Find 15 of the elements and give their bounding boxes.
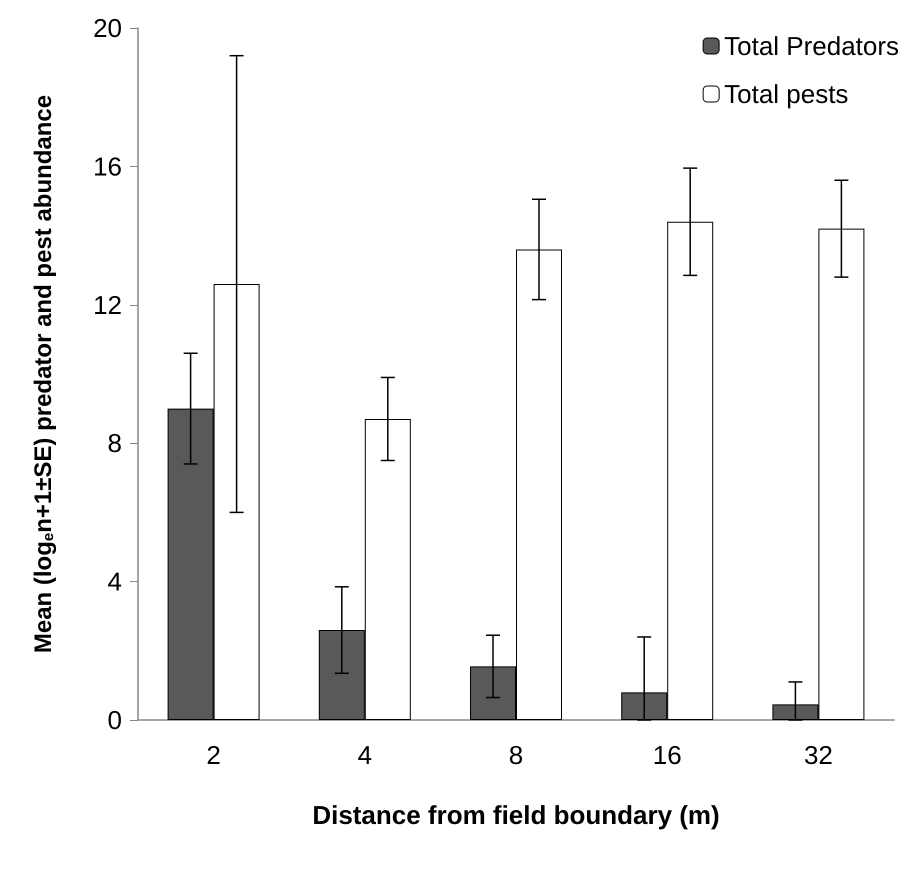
legend-label: Total pests	[724, 79, 848, 109]
x-tick-label: 4	[358, 740, 372, 770]
y-tick-label: 16	[93, 151, 122, 182]
x-tick-label: 8	[508, 740, 524, 770]
y-tick-label: 20	[93, 13, 122, 43]
y-tick-label: 0	[108, 705, 122, 735]
x-tick-label: 2	[206, 740, 221, 770]
x-tick-label: 16	[652, 740, 682, 770]
legend-label: Total Predators	[724, 31, 900, 61]
y-tick-label: 8	[108, 428, 122, 458]
x-axis-title: Distance from field boundary (m)	[312, 800, 720, 830]
x-tick-label: 32	[804, 740, 833, 770]
y-tick-label: 12	[93, 290, 122, 320]
y-axis-title: Mean (logen+1±SE) predator and pest abundance	[30, 94, 57, 654]
y-tick-label: 4	[108, 566, 122, 597]
